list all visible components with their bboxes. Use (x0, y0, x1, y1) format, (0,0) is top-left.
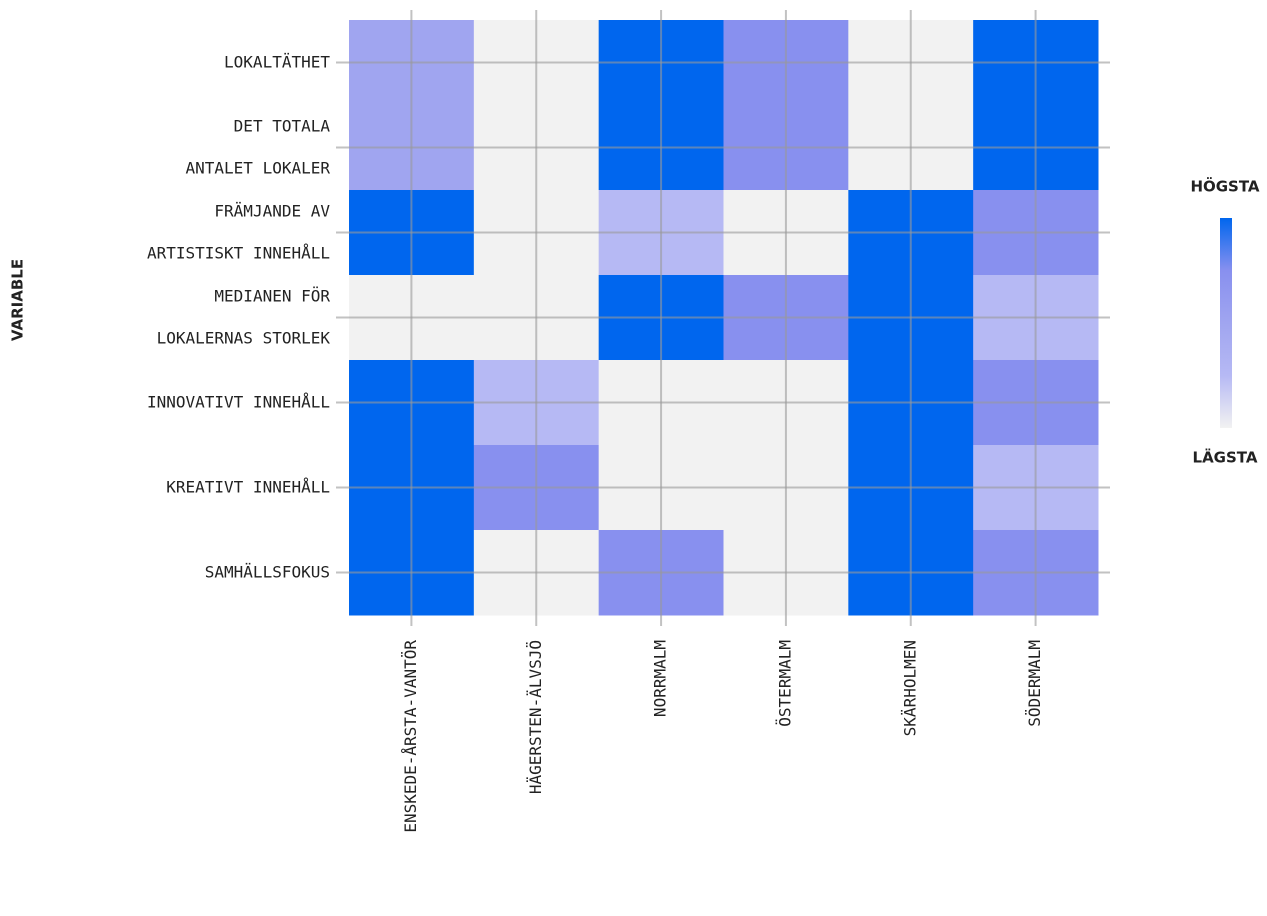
y-tick-label-line: KREATIVT INNEHÅLL (166, 477, 330, 496)
legend-gradient (1220, 218, 1232, 428)
y-tick-label-line: DET TOTALA (234, 116, 331, 135)
y-tick-label-line: SAMHÄLLSFOKUS (205, 562, 330, 581)
y-tick-label: SAMHÄLLSFOKUS (205, 562, 330, 581)
legend-low-label: LÄGSTA (1193, 448, 1258, 467)
y-tick-label: MEDIANEN FÖR LOKALERNAS STORLEK (157, 286, 331, 347)
y-tick-label-line: MEDIANEN FÖR (214, 286, 330, 305)
x-tick-label: HÄGERSTEN-ÄLVSJÖ (526, 640, 545, 794)
y-tick-label: DET TOTALA ANTALET LOKALER (186, 116, 331, 177)
y-tick-label-line: ANTALET LOKALER (186, 158, 331, 177)
y-tick-label: INNOVATIVT INNEHÅLL (147, 392, 330, 411)
x-tick-label: ENSKEDE-ÅRSTA-VANTÖR (401, 640, 420, 833)
y-tick-label-line: LOKALERNAS STORLEK (157, 328, 331, 347)
x-tick-label: NORRMALM (651, 640, 670, 717)
x-tick-label: SÖDERMALM (1025, 640, 1044, 727)
y-tick-label-line: INNOVATIVT INNEHÅLL (147, 392, 330, 411)
y-tick-label: FRÄMJANDE AV ARTISTISKT INNEHÅLL (147, 201, 330, 262)
x-tick-label: ÖSTERMALM (775, 640, 794, 727)
y-axis-title: VARIABLE (9, 259, 27, 341)
legend-high-label: HÖGSTA (1190, 177, 1259, 196)
y-tick-label: LOKALTÄTHET (224, 52, 330, 71)
y-tick-label-line: LOKALTÄTHET (224, 52, 330, 71)
x-tick-label: SKÄRHOLMEN (900, 640, 919, 736)
y-tick-label-line: ARTISTISKT INNEHÅLL (147, 243, 330, 262)
y-tick-label-line: FRÄMJANDE AV (214, 201, 330, 220)
y-tick-label: KREATIVT INNEHÅLL (166, 477, 330, 496)
